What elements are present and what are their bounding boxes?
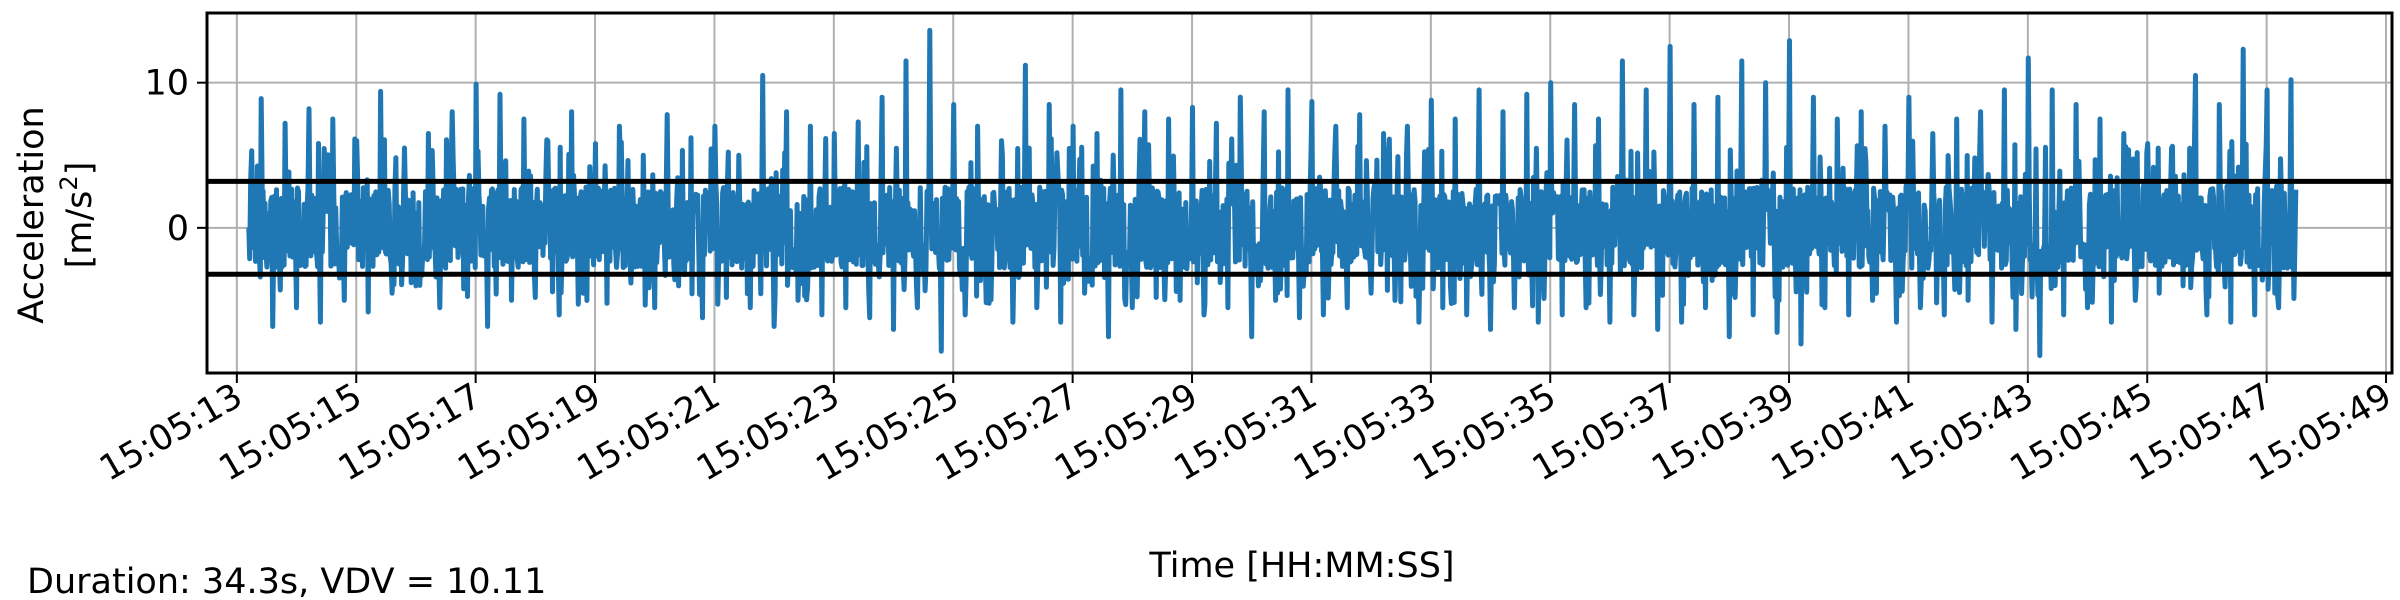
x-axis-title: Time [HH:MM:SS] [1148,546,1454,586]
y-axis-unit-exponent: 2 [55,175,83,190]
y-axis-title-line2: [m/s2] [55,162,100,269]
y-tick-label-0: 10 [144,64,189,104]
series-line [246,27,2299,359]
y-axis-unit-end: ] [60,162,100,176]
y-tick-label-1: 0 [167,209,189,249]
y-axis-title: Acceleration [m/s2] [12,106,100,324]
y-axis-title-line1: Acceleration [12,106,52,324]
plot-frame [205,11,2394,375]
y-axis-unit-base: [m/s [60,191,100,269]
series-layer [246,27,2299,359]
footer-note: Duration: 34.3s, VDV = 10.11 [27,562,546,600]
hline-layer [207,178,2392,277]
